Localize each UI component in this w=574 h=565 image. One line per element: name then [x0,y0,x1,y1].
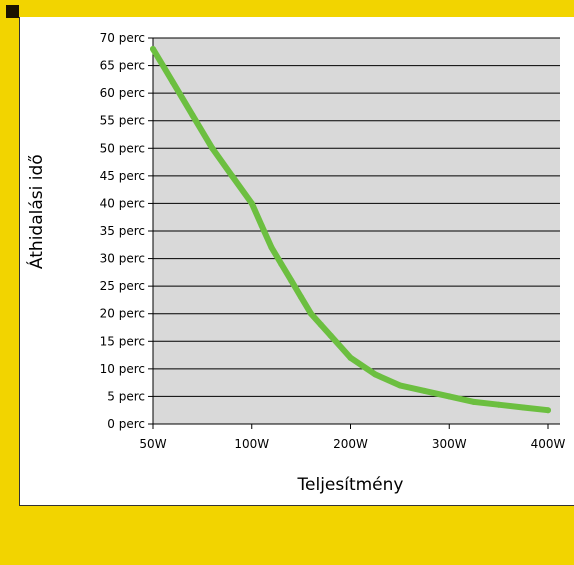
x-tick-label: 300W [432,437,467,451]
y-tick-label: 10 perc [100,362,145,376]
series-point [372,371,379,378]
y-tick-label: 55 perc [100,114,145,128]
y-tick-label: 35 perc [100,224,145,238]
series-point [298,294,305,301]
series-point [421,387,428,394]
y-tick-label: 60 perc [100,86,145,100]
line-chart: 0 perc 5 perc 10 perc 15 perc 20 perc 25 perc… [25,31,566,495]
y-tick-label: 70 perc [100,31,145,45]
y-axis-title: Áthidalási idő [25,154,47,269]
series-point [268,244,275,251]
y-tick-label: 40 perc [100,196,145,210]
x-tick-label: 50W [139,437,166,451]
y-tick-label: 65 perc [100,59,145,73]
series-point [169,79,176,86]
grid-lines [153,37,560,425]
series-point [308,310,314,317]
x-axis-title: Teljesítmény [297,475,404,495]
y-tick-label: 5 perc [107,389,145,403]
series-point [288,277,295,284]
y-tick-label: 45 perc [100,169,145,183]
x-axis-ticks: 50W 100W 200W 300W 400W [139,424,566,451]
series-point [278,261,285,268]
series-point [248,200,255,207]
y-tick-label: 30 perc [100,252,145,266]
y-tick-label: 50 perc [100,141,145,155]
series-point [317,321,324,328]
series-point [495,401,502,408]
x-tick-label: 100W [234,437,269,451]
series-point [327,332,334,339]
series-point [446,393,453,400]
series-point [258,222,265,229]
series-point [150,46,156,53]
series-point [520,404,527,411]
chart-panel: 0 perc 5 perc 10 perc 15 perc 20 perc 25 perc… [19,17,574,506]
series-point [189,112,196,119]
y-tick-label: 25 perc [100,279,145,293]
y-tick-label: 15 perc [100,334,145,348]
series-point [229,172,235,179]
y-tick-label: 0 perc [107,417,145,431]
series-point [209,145,216,152]
y-tick-label: 20 perc [100,307,145,321]
series-points [150,46,551,414]
x-tick-label: 200W [333,437,368,451]
series-point [347,354,354,361]
window-corner-marker [6,5,19,18]
y-axis-ticks: 0 perc 5 perc 10 perc 15 perc 20 perc 25 perc… [100,31,153,431]
series-point [396,382,403,389]
series-point [470,398,477,405]
x-tick-label: 400W [531,437,566,451]
series-point [545,407,551,414]
